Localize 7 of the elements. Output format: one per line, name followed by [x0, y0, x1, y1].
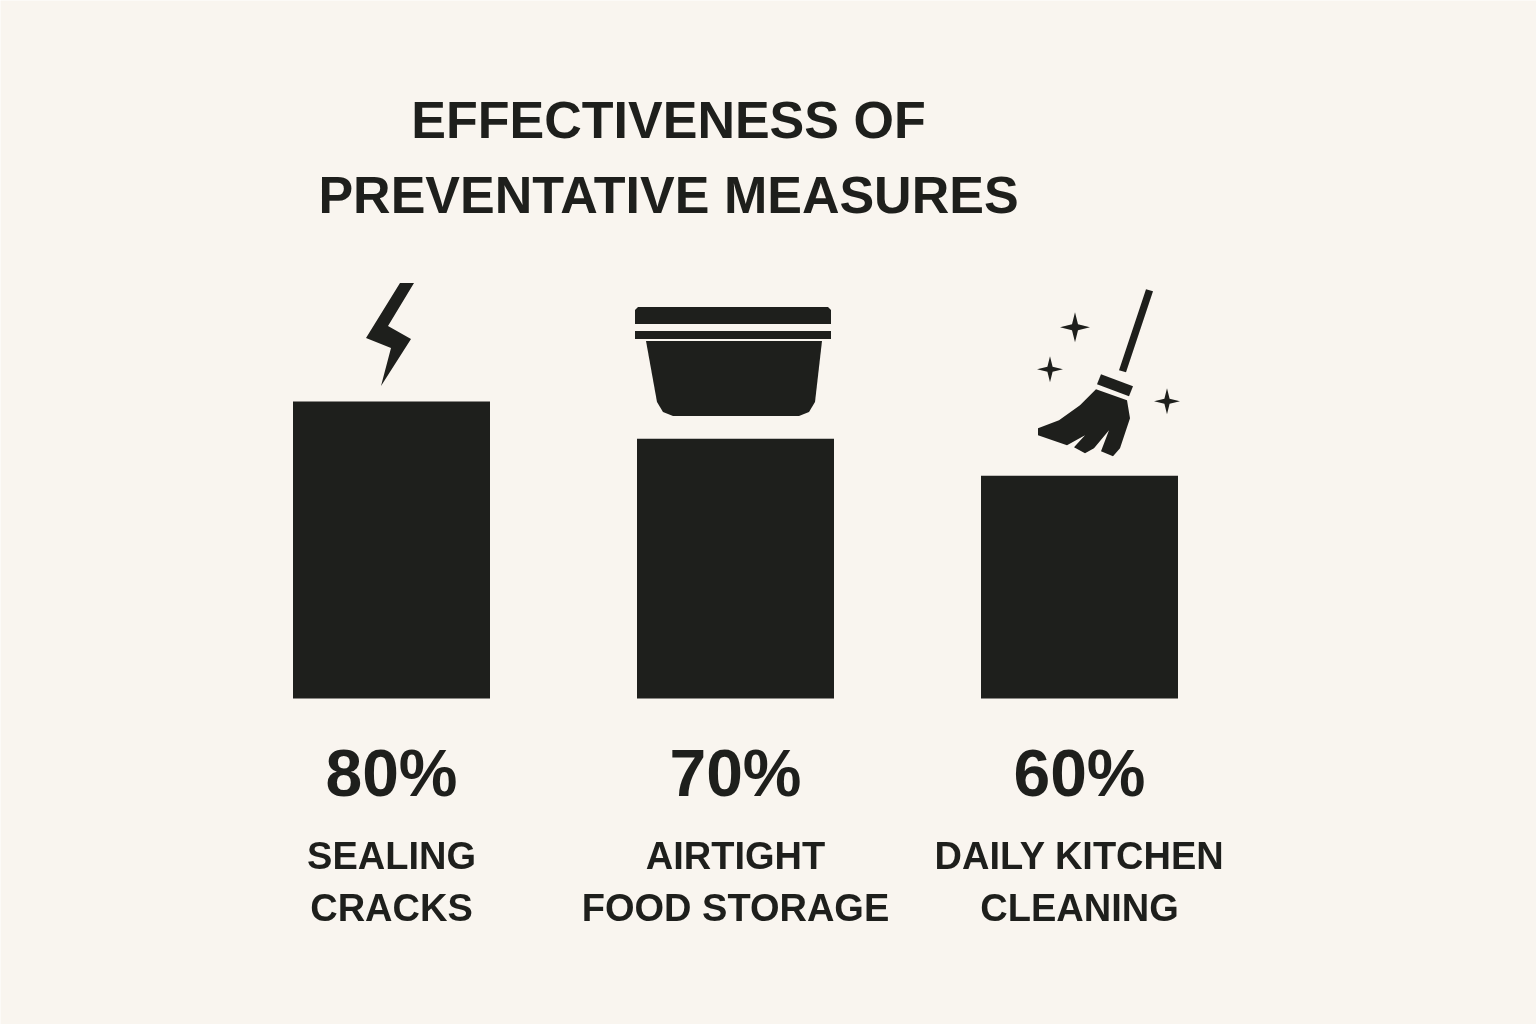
data-label: 70% — [669, 735, 802, 810]
x-tick-label: AIRTIGHT FOOD STORAGE — [581, 834, 890, 929]
x-tick-label: SEALING CRACKS — [307, 834, 476, 929]
data-label: 60% — [1013, 735, 1146, 810]
chart-title: EFFECTIVENESS OF PREVENTATIVE MEASURES — [318, 90, 1019, 224]
x-tick-label: DAILY KITCHEN CLEANING — [934, 834, 1224, 929]
data-label: 80% — [325, 735, 458, 810]
